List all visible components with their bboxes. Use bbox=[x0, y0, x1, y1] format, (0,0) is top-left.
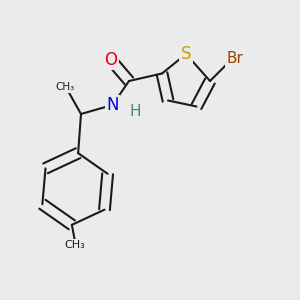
Text: O: O bbox=[104, 51, 118, 69]
Text: N: N bbox=[106, 96, 119, 114]
Text: Br: Br bbox=[226, 51, 243, 66]
Text: CH₃: CH₃ bbox=[64, 240, 86, 250]
Text: CH₃: CH₃ bbox=[55, 82, 74, 92]
Text: S: S bbox=[181, 45, 191, 63]
Text: H: H bbox=[129, 103, 141, 118]
